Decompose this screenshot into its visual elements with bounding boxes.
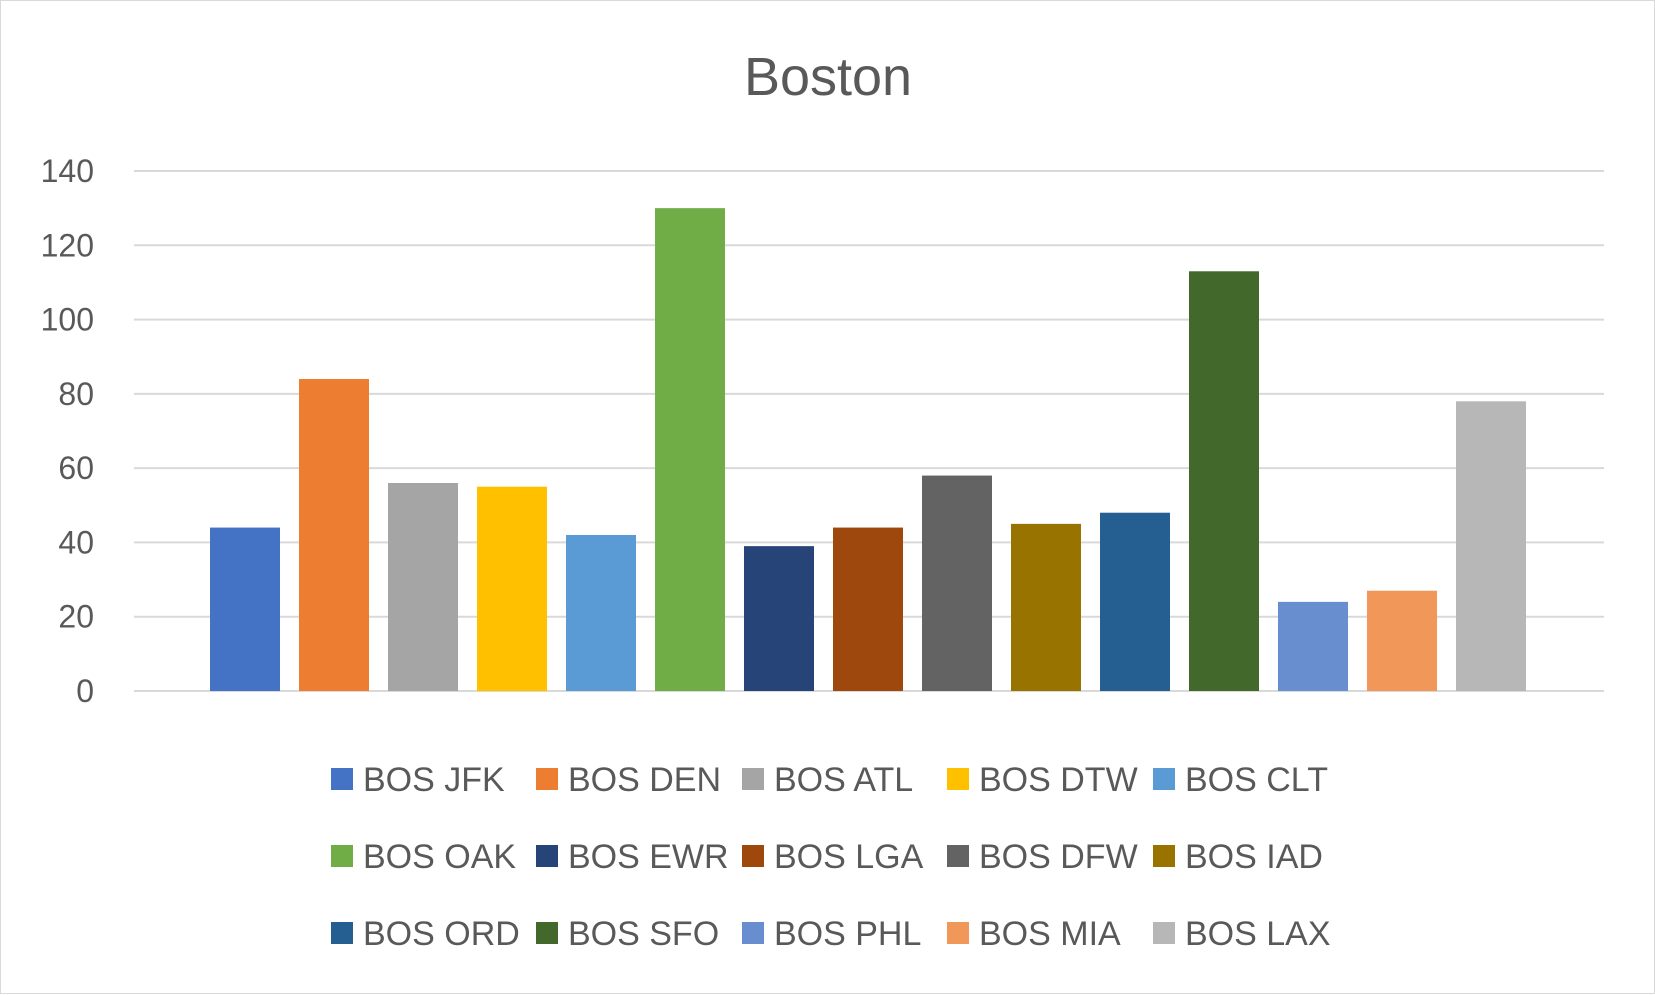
legend-label-bos-ewr: BOS EWR	[568, 838, 729, 876]
legend-swatch-bos-dtw	[947, 768, 969, 790]
y-axis-tick-labels: 0 20 40 60 80 100 120 140	[41, 153, 94, 709]
y-tick-label: 100	[41, 302, 94, 338]
legend-swatch-bos-den	[536, 768, 558, 790]
legend-label-bos-phl: BOS PHL	[774, 915, 921, 953]
legend-label-bos-iad: BOS IAD	[1185, 838, 1323, 876]
y-tick-label: 140	[41, 153, 94, 189]
bar-bos-sfo	[1189, 271, 1259, 691]
legend-label-bos-atl: BOS ATL	[774, 761, 913, 799]
legend-swatch-bos-ord	[331, 922, 353, 944]
legend-label-bos-mia: BOS MIA	[979, 915, 1121, 953]
bar-bos-iad	[1011, 523, 1081, 691]
bar-bos-ord	[1100, 512, 1170, 691]
y-tick-label: 20	[58, 599, 94, 635]
bar-bos-den	[299, 379, 369, 691]
bar-bos-oak	[655, 208, 725, 691]
legend-label-bos-den: BOS DEN	[568, 761, 721, 799]
legend-swatch-bos-atl	[742, 768, 764, 790]
chart-title: Boston	[744, 47, 912, 107]
legend-swatch-bos-ewr	[536, 845, 558, 867]
bar-bos-ewr	[744, 546, 814, 691]
legend-label-bos-dfw: BOS DFW	[979, 838, 1138, 876]
legend-swatch-bos-lax	[1153, 922, 1175, 944]
bar-bos-lga	[833, 527, 903, 691]
legend-label-bos-lga: BOS LGA	[774, 838, 924, 876]
y-tick-label: 40	[58, 524, 94, 560]
bar-bos-jfk	[210, 527, 280, 691]
bar-bos-mia	[1367, 590, 1437, 691]
legend-label-bos-lax: BOS LAX	[1185, 915, 1331, 953]
legend-swatch-bos-iad	[1153, 845, 1175, 867]
bar-bos-dtw	[477, 486, 547, 691]
legend-swatch-bos-jfk	[331, 768, 353, 790]
bar-bos-atl	[388, 483, 458, 691]
y-tick-label: 120	[41, 227, 94, 263]
bar-bos-phl	[1278, 601, 1348, 691]
legend-swatch-bos-mia	[947, 922, 969, 944]
legend-swatch-bos-dfw	[947, 845, 969, 867]
legend-swatch-bos-lga	[742, 845, 764, 867]
bar-bos-clt	[566, 535, 636, 691]
y-tick-label: 0	[76, 673, 94, 709]
y-tick-label: 60	[58, 450, 94, 486]
legend-label-bos-dtw: BOS DTW	[979, 761, 1138, 799]
legend-swatch-bos-oak	[331, 845, 353, 867]
legend: BOS JFK BOS DEN BOS ATL BOS DTW BOS CLT BOS O…	[331, 761, 1331, 953]
bar-bos-lax	[1456, 401, 1526, 691]
bar-bos-dfw	[922, 475, 992, 691]
legend-label-bos-ord: BOS ORD	[363, 915, 520, 953]
y-tick-label: 80	[58, 376, 94, 412]
legend-label-bos-jfk: BOS JFK	[363, 761, 505, 799]
legend-swatch-bos-sfo	[536, 922, 558, 944]
legend-label-bos-sfo: BOS SFO	[568, 915, 719, 953]
legend-swatch-bos-clt	[1153, 768, 1175, 790]
legend-label-bos-clt: BOS CLT	[1185, 761, 1328, 799]
legend-label-bos-oak: BOS OAK	[363, 838, 516, 876]
bars	[210, 208, 1526, 691]
legend-swatch-bos-phl	[742, 922, 764, 944]
